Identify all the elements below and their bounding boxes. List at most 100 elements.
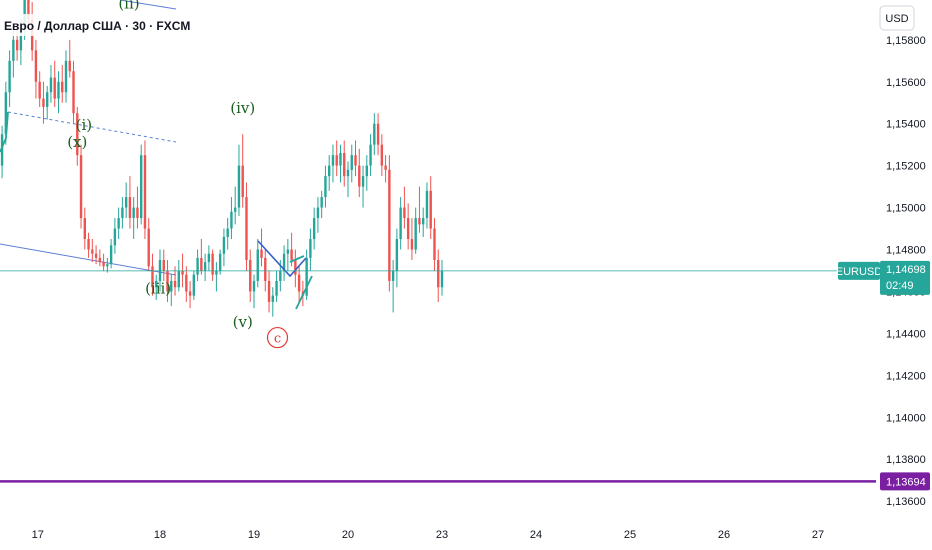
candle[interactable] <box>42 98 45 107</box>
candle[interactable] <box>136 207 139 219</box>
candle[interactable] <box>226 228 229 237</box>
wave-label[interactable]: (iii) <box>145 280 171 298</box>
wave-label[interactable]: (ii) <box>118 0 139 12</box>
candle[interactable] <box>286 249 290 254</box>
triangle-line-green-top[interactable] <box>289 255 305 263</box>
candle[interactable] <box>68 60 71 72</box>
candle[interactable] <box>384 165 387 170</box>
candle[interactable] <box>406 218 410 240</box>
candle[interactable] <box>437 260 440 288</box>
candle[interactable] <box>57 81 60 99</box>
candle[interactable] <box>106 264 109 267</box>
candle[interactable] <box>241 165 244 198</box>
candle[interactable] <box>207 253 211 263</box>
candle[interactable] <box>177 270 180 288</box>
candle[interactable] <box>34 50 38 82</box>
wave-label[interactable]: (x) <box>67 133 87 151</box>
candle[interactable] <box>196 257 199 275</box>
candle[interactable] <box>76 113 79 156</box>
candle[interactable] <box>0 134 4 166</box>
candle[interactable] <box>373 123 376 145</box>
candle[interactable] <box>290 249 293 260</box>
candle[interactable] <box>200 257 203 271</box>
candle[interactable] <box>350 155 353 170</box>
candle[interactable] <box>305 257 308 296</box>
candle[interactable] <box>124 197 128 208</box>
candle[interactable] <box>64 60 68 93</box>
candle[interactable] <box>91 249 94 254</box>
upper-channel-line[interactable] <box>119 0 177 10</box>
candle[interactable] <box>361 176 365 187</box>
time-axis[interactable]: 17 18 19 20 23 24 25 26 27 <box>32 529 824 541</box>
candle[interactable] <box>339 153 342 166</box>
candle[interactable] <box>245 197 248 260</box>
candle[interactable] <box>211 253 214 275</box>
mid-channel-dashed-line[interactable] <box>7 111 177 143</box>
candle[interactable] <box>354 155 357 166</box>
candle[interactable] <box>143 155 147 229</box>
candle[interactable] <box>429 190 432 229</box>
candle[interactable] <box>418 218 421 225</box>
candle[interactable] <box>410 239 414 250</box>
candle[interactable] <box>309 239 312 258</box>
candle[interactable] <box>140 155 143 219</box>
candle[interactable] <box>391 270 395 281</box>
wave-label[interactable]: (v) <box>233 313 253 331</box>
wave-label[interactable]: (iv) <box>230 99 255 117</box>
candle[interactable] <box>365 165 368 177</box>
candle[interactable] <box>343 153 346 177</box>
candle[interactable] <box>113 228 117 246</box>
candle[interactable] <box>188 291 192 296</box>
candle[interactable] <box>128 197 132 219</box>
lower-channel-line[interactable] <box>0 243 177 276</box>
candle[interactable] <box>433 228 436 260</box>
candle[interactable] <box>403 207 406 219</box>
candle[interactable] <box>222 236 226 254</box>
currency-button[interactable] <box>879 5 915 31</box>
candle[interactable] <box>4 92 8 135</box>
candle[interactable] <box>395 239 399 271</box>
candle[interactable] <box>264 257 267 281</box>
candle[interactable] <box>358 165 361 187</box>
candle[interactable] <box>271 295 274 302</box>
candle[interactable] <box>155 280 158 288</box>
candle[interactable] <box>158 260 162 281</box>
candle[interactable] <box>102 262 105 267</box>
candle[interactable] <box>275 280 278 296</box>
candle[interactable] <box>249 260 252 292</box>
candle[interactable] <box>181 270 184 275</box>
candle[interactable] <box>440 270 444 288</box>
candle[interactable] <box>79 155 83 219</box>
triangle-line-green[interactable] <box>295 275 313 310</box>
candle[interactable] <box>53 77 56 99</box>
candle[interactable] <box>316 207 320 219</box>
candle[interactable] <box>49 77 53 93</box>
candle[interactable] <box>324 176 327 198</box>
symbol-badge[interactable] <box>838 261 880 280</box>
candle[interactable] <box>399 207 402 240</box>
candle[interactable] <box>98 257 102 263</box>
wave-c-circle[interactable] <box>266 326 289 349</box>
candle[interactable] <box>237 165 241 208</box>
candle[interactable] <box>335 155 338 166</box>
candle[interactable] <box>203 262 207 271</box>
candle[interactable] <box>256 249 259 281</box>
wave-label[interactable]: (i) <box>76 116 93 134</box>
candle[interactable] <box>61 81 64 93</box>
candle[interactable] <box>147 228 150 267</box>
candle[interactable] <box>151 266 154 288</box>
candle[interactable] <box>294 260 297 275</box>
candle[interactable] <box>72 71 75 114</box>
candle[interactable] <box>331 155 335 166</box>
candle[interactable] <box>38 81 41 99</box>
candle[interactable] <box>19 29 23 51</box>
candle[interactable] <box>380 144 384 166</box>
candle[interactable] <box>267 280 271 302</box>
candle[interactable] <box>46 92 49 107</box>
candle[interactable] <box>260 249 263 258</box>
candle[interactable] <box>117 218 120 229</box>
candle[interactable] <box>121 207 124 219</box>
candle[interactable] <box>328 165 331 177</box>
candle[interactable] <box>94 253 98 258</box>
